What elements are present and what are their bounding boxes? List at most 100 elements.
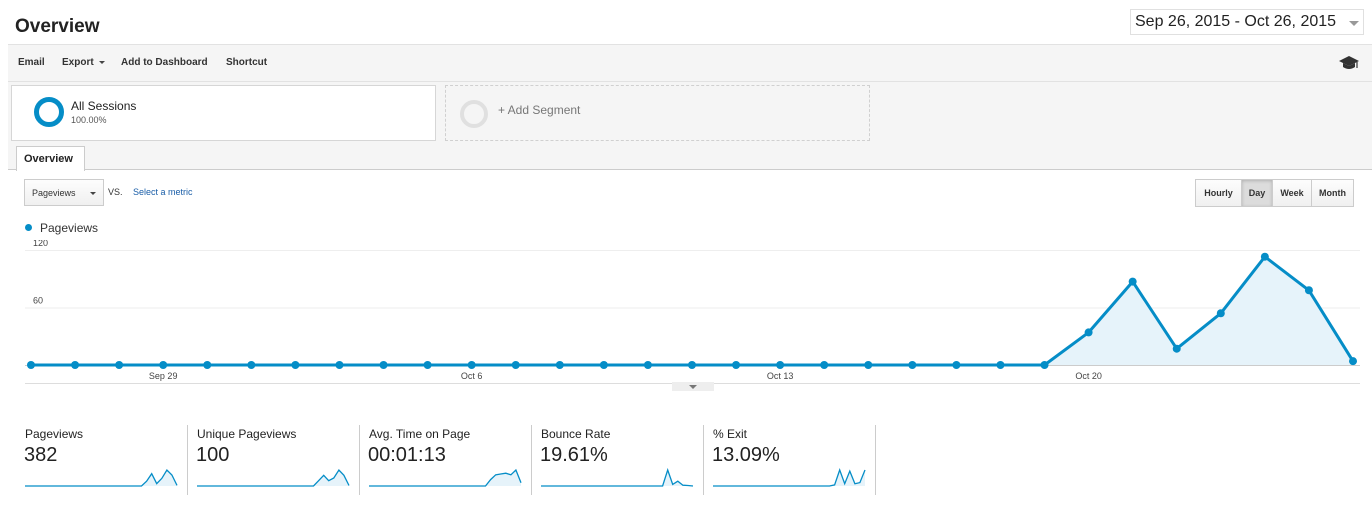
x-tick-label: Oct 6: [461, 371, 483, 381]
data-point[interactable]: [159, 361, 168, 369]
scorecard-title: Avg. Time on Page: [369, 427, 471, 441]
data-point[interactable]: [1260, 252, 1269, 261]
sparkline-line: [541, 468, 694, 487]
granularity-month-button[interactable]: Month: [1311, 179, 1354, 207]
date-range-label: Sep 26, 2015 - Oct 26, 2015: [1135, 13, 1337, 30]
scorecard-exit-rate[interactable]: % Exit 13.09%: [704, 425, 876, 495]
data-point[interactable]: [1304, 286, 1313, 295]
sparkline-line: [369, 468, 522, 487]
legend-label: Pageviews: [40, 221, 99, 235]
data-point[interactable]: [1084, 328, 1093, 337]
data-point[interactable]: [1172, 344, 1181, 353]
segment-all-sessions[interactable]: All Sessions 100.00%: [11, 85, 436, 141]
y-tick-label: 60: [33, 296, 43, 306]
scorecard-avg-time-on-page[interactable]: Avg. Time on Page 00:01:13: [360, 425, 532, 495]
caret-down-icon: [90, 192, 96, 195]
granularity-hourly-button[interactable]: Hourly: [1195, 179, 1242, 207]
segment-name: All Sessions: [71, 99, 137, 113]
scorecard-title: Unique Pageviews: [197, 427, 297, 441]
data-point[interactable]: [952, 361, 961, 369]
x-tick-label: Sep 29: [149, 371, 178, 381]
pageviews-chart: 60 120 Sep 29 Oct 6 Oct 13 Oct 20: [25, 240, 1360, 391]
data-point[interactable]: [1040, 361, 1049, 369]
data-point[interactable]: [71, 361, 80, 369]
data-point[interactable]: [643, 361, 652, 369]
data-point[interactable]: [599, 361, 608, 369]
chevron-down-icon: [1349, 21, 1359, 26]
add-segment-button[interactable]: + Add Segment: [445, 85, 870, 141]
metric-select[interactable]: Pageviews: [24, 179, 104, 206]
chevron-down-icon: [689, 385, 697, 389]
sparkline-area: [197, 470, 349, 486]
chart-points: [27, 252, 1357, 369]
legend-dot: [25, 224, 32, 231]
scorecard-title: Pageviews: [25, 427, 84, 441]
data-point[interactable]: [423, 361, 432, 369]
data-point[interactable]: [247, 361, 256, 369]
tab-overview[interactable]: Overview: [16, 146, 85, 171]
shortcut-button[interactable]: Shortcut: [226, 57, 268, 68]
chart-x-ticks: Sep 29 Oct 6 Oct 13 Oct 20: [149, 371, 1102, 381]
y-tick-label: 120: [33, 240, 48, 248]
scorecard-title: Bounce Rate: [541, 427, 611, 441]
data-point[interactable]: [203, 361, 212, 369]
data-point[interactable]: [291, 361, 300, 369]
data-point[interactable]: [555, 361, 564, 369]
sparkline-line: [25, 468, 178, 487]
toolbar: Email Export Add to Dashboard Shortcut: [8, 44, 1372, 82]
data-point[interactable]: [467, 361, 476, 369]
empty-segment-ring-icon: [460, 100, 488, 128]
chart-collapse-handle[interactable]: [672, 382, 714, 391]
add-to-dashboard-button[interactable]: Add to Dashboard: [121, 57, 208, 68]
granularity-week-button[interactable]: Week: [1272, 179, 1312, 207]
date-range-picker[interactable]: Sep 26, 2015 - Oct 26, 2015: [1130, 9, 1364, 35]
scorecard-value: 382: [24, 444, 58, 466]
data-point[interactable]: [732, 361, 741, 369]
scorecard-unique-pageviews[interactable]: Unique Pageviews 100: [188, 425, 360, 495]
chart-area: [31, 256, 1353, 365]
page-title: Overview: [15, 16, 100, 37]
scorecard-sparkline: [197, 468, 350, 487]
data-point[interactable]: [864, 361, 873, 369]
export-label: Export: [62, 57, 94, 68]
data-point[interactable]: [908, 361, 917, 369]
tab-divider: [8, 169, 1372, 170]
segment-ring-icon: [34, 97, 64, 127]
select-metric-link[interactable]: Select a metric: [133, 187, 193, 197]
data-point[interactable]: [115, 361, 124, 369]
chart-y-ticks: 60 120: [33, 240, 48, 306]
data-point[interactable]: [776, 361, 785, 369]
sparkline-area: [369, 470, 521, 486]
scorecard-pageviews[interactable]: Pageviews 382: [16, 425, 188, 495]
caret-down-icon: [98, 60, 105, 64]
data-point[interactable]: [820, 361, 829, 369]
granularity-day-button[interactable]: Day: [1241, 179, 1273, 207]
add-segment-label: + Add Segment: [498, 103, 581, 117]
scorecard-title: % Exit: [713, 427, 748, 441]
sparkline-area: [541, 470, 693, 486]
scorecard-value: 00:01:13: [368, 444, 446, 466]
data-point[interactable]: [379, 361, 388, 369]
segment-percent: 100.00%: [71, 115, 107, 125]
granularity-toggle: Hourly Day Week Month: [1195, 179, 1354, 207]
data-point[interactable]: [1349, 357, 1357, 366]
email-button[interactable]: Email: [18, 57, 45, 68]
scorecard-sparkline: [25, 468, 178, 487]
scorecard-sparkline: [541, 468, 694, 487]
export-button[interactable]: Export: [62, 57, 105, 68]
data-point[interactable]: [27, 361, 35, 369]
sparkline-area: [25, 470, 177, 486]
data-point[interactable]: [511, 361, 520, 369]
scorecard-value: 13.09%: [712, 444, 780, 466]
x-tick-label: Oct 13: [767, 371, 794, 381]
scorecard-bounce-rate[interactable]: Bounce Rate 19.61%: [532, 425, 704, 495]
data-point[interactable]: [996, 361, 1005, 369]
scorecard-value: 19.61%: [540, 444, 608, 466]
data-point[interactable]: [1128, 277, 1137, 286]
data-point[interactable]: [335, 361, 344, 369]
sparkline-line: [713, 468, 866, 487]
data-point[interactable]: [1216, 309, 1225, 318]
vs-label: VS.: [108, 187, 123, 197]
graduation-cap-icon[interactable]: [1338, 54, 1360, 72]
data-point[interactable]: [688, 361, 696, 369]
